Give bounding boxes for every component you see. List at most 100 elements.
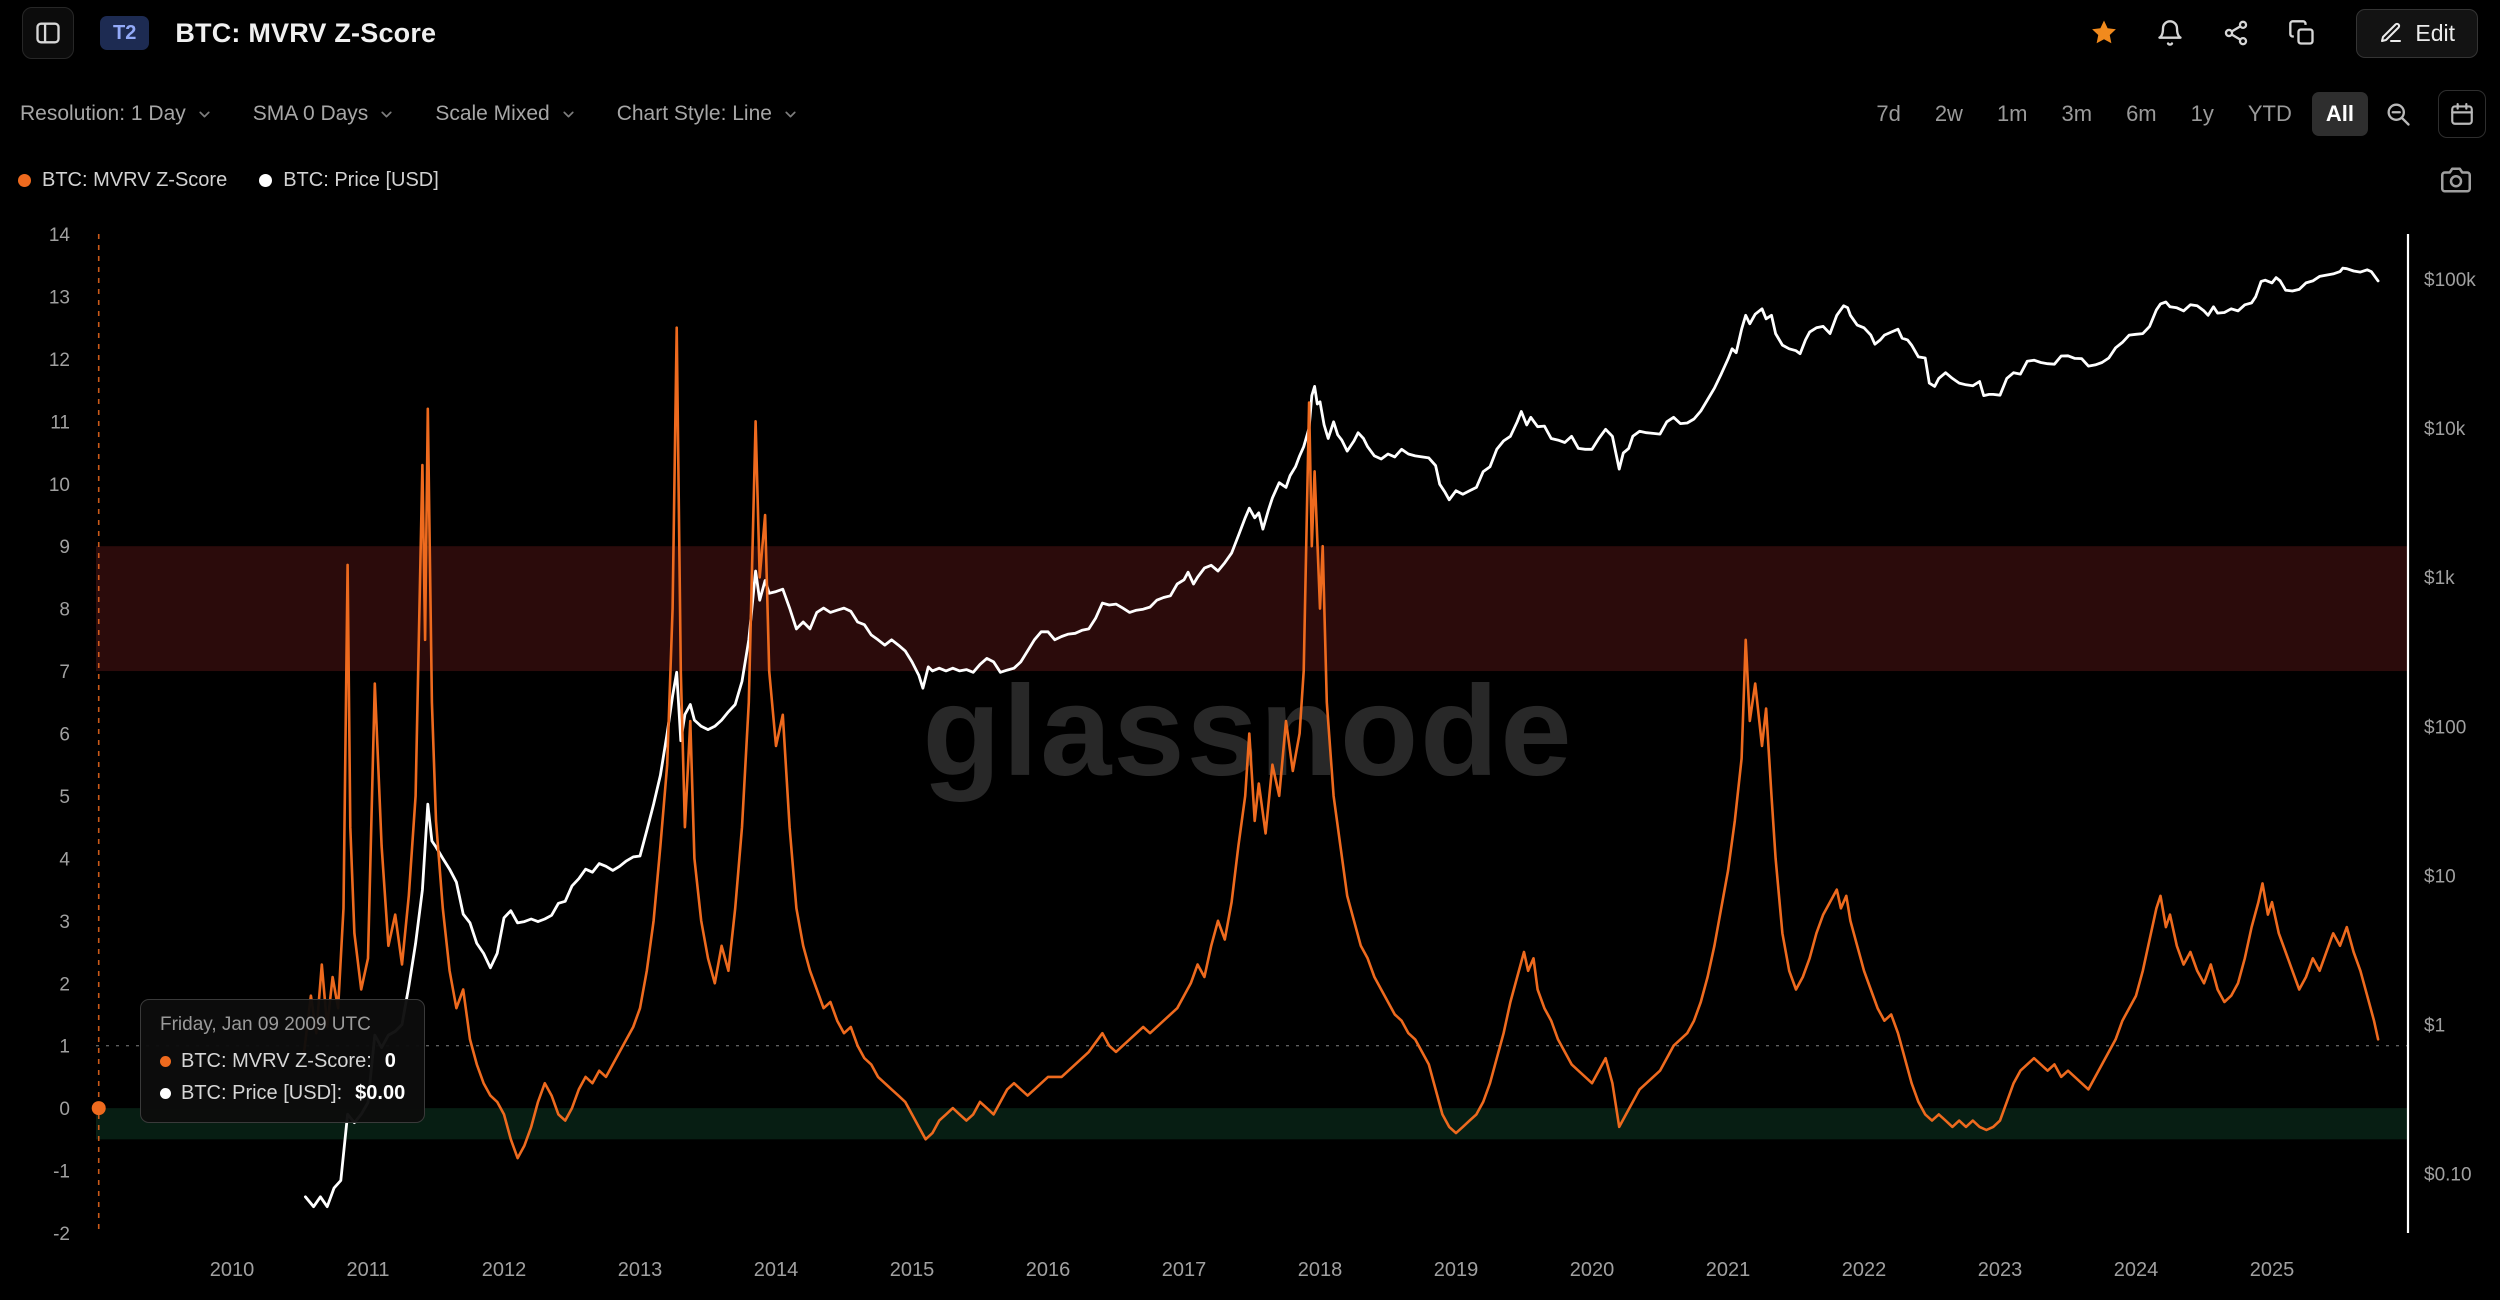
left-axis-tick-label: 3	[59, 912, 70, 933]
edit-button-label: Edit	[2415, 19, 2455, 46]
notifications-button[interactable]	[2144, 7, 2196, 59]
chart-tooltip: Friday, Jan 09 2009 UTC BTC: MVRV Z-Scor…	[140, 999, 426, 1123]
series-line-price-usd	[303, 266, 2380, 1209]
x-axis-tick-label: 2013	[618, 1259, 663, 1281]
left-axis-tick-label: 14	[49, 225, 71, 246]
range-button-7d[interactable]: 7d	[1862, 92, 1914, 136]
range-button-6m[interactable]: 6m	[2112, 92, 2171, 136]
legend-label: BTC: Price [USD]	[283, 168, 439, 191]
legend-dot	[259, 173, 273, 187]
left-axis-tick-label: 9	[59, 537, 70, 558]
left-axis-tick-label: 11	[50, 412, 70, 433]
left-axis-tick-label: 5	[59, 787, 70, 808]
left-axis-tick-label: -2	[53, 1224, 70, 1245]
reset-zoom-button[interactable]	[2374, 90, 2422, 138]
scale-dropdown-label: Scale Mixed	[435, 102, 550, 125]
right-axis-tick-label: $10k	[2424, 419, 2466, 440]
right-axis-tick-label: $10	[2424, 866, 2456, 887]
panel-left-icon	[36, 22, 60, 44]
legend-dot	[18, 173, 31, 187]
duplicate-button[interactable]	[2276, 7, 2328, 59]
crosshair-marker	[91, 1101, 106, 1116]
reset-zoom-icon	[2387, 103, 2410, 126]
edit-button[interactable]: Edit	[2356, 8, 2478, 58]
time-range-selector: 7d 2w 1m 3m 6m 1y YTD All	[1862, 92, 2368, 136]
chart-controls: Resolution: 1 Day SMA 0 Days Scale Mixed Ch…	[14, 92, 805, 136]
chevron-down-icon	[785, 111, 796, 117]
x-axis-tick-label: 2011	[346, 1259, 389, 1281]
tooltip-series-label: BTC: MVRV Z-Score:	[181, 1050, 372, 1072]
right-axis-tick-label: $0.10	[2424, 1165, 2472, 1186]
scale-dropdown[interactable]: Scale Mixed	[429, 92, 582, 136]
chart-style-dropdown-label: Chart Style: Line	[616, 102, 772, 125]
x-axis-tick-label: 2012	[482, 1259, 527, 1281]
x-axis-tick-label: 2017	[1162, 1259, 1207, 1281]
left-axis-tick-label: -1	[53, 1162, 70, 1183]
legend-item-price-usd[interactable]: BTC: Price [USD]	[259, 169, 439, 192]
sidebar-toggle-button[interactable]	[22, 7, 74, 59]
left-axis-tick-label: 8	[59, 600, 70, 621]
resolution-dropdown-label: Resolution: 1 Day	[20, 102, 186, 125]
pencil-icon	[2381, 22, 2402, 42]
range-button-2w[interactable]: 2w	[1921, 92, 1977, 136]
x-axis-tick-label: 2021	[1706, 1259, 1751, 1281]
chart-toolbar: Resolution: 1 Day SMA 0 Days Scale Mixed Ch…	[0, 86, 2500, 142]
share-icon	[2225, 20, 2248, 46]
x-axis-tick-label: 2025	[2250, 1259, 2295, 1281]
screenshot-button[interactable]	[2430, 154, 2482, 206]
left-axis-tick-label: 4	[59, 849, 70, 870]
range-button-all[interactable]: All	[2311, 92, 2368, 136]
bell-icon	[2158, 20, 2183, 46]
workbench-tab-badge[interactable]: T2	[100, 16, 150, 50]
tooltip-rows: BTC: MVRV Z-Score: 0 BTC: Price [USD]: $0.0…	[160, 1045, 405, 1109]
tooltip-row: BTC: MVRV Z-Score: 0	[160, 1045, 405, 1077]
sma-dropdown[interactable]: SMA 0 Days	[247, 92, 402, 136]
camera-icon	[2441, 167, 2471, 193]
x-axis-tick-label: 2010	[210, 1259, 255, 1281]
tooltip-date: Friday, Jan 09 2009 UTC	[160, 1014, 371, 1035]
sma-dropdown-label: SMA 0 Days	[252, 102, 369, 125]
x-axis-tick-label: 2016	[1026, 1259, 1071, 1281]
left-axis-tick-label: 0	[59, 1099, 70, 1120]
overvaluation-band	[96, 546, 2408, 672]
chevron-down-icon	[199, 111, 210, 117]
left-axis-tick-label: 12	[49, 350, 70, 371]
left-axis-tick-label: 7	[59, 662, 70, 683]
calendar-button[interactable]	[2438, 90, 2486, 138]
chevron-down-icon	[381, 111, 392, 117]
range-button-1m[interactable]: 1m	[1983, 92, 2042, 136]
right-axis-tick-label: $1	[2424, 1016, 2445, 1037]
tooltip-series-value: 0	[384, 1050, 396, 1072]
chart-legend: BTC: MVRV Z-Score BTC: Price [USD]	[18, 169, 439, 192]
left-axis-tick-label: 13	[49, 287, 70, 308]
legend-row: BTC: MVRV Z-Score BTC: Price [USD]	[0, 156, 2500, 204]
calendar-icon	[2451, 102, 2473, 125]
left-axis-tick-label: 1	[59, 1037, 70, 1058]
tooltip-series-label: BTC: Price [USD]:	[181, 1082, 343, 1104]
chevron-down-icon	[563, 111, 574, 117]
x-axis-tick-label: 2015	[890, 1259, 935, 1281]
undervaluation-band	[96, 1108, 2408, 1140]
right-axis-tick-label: $1k	[2424, 568, 2455, 589]
chart-style-dropdown[interactable]: Chart Style: Line	[611, 92, 805, 136]
legend-item-mvrv-z-score[interactable]: BTC: MVRV Z-Score	[18, 169, 227, 192]
range-button-3m[interactable]: 3m	[2048, 92, 2107, 136]
resolution-dropdown[interactable]: Resolution: 1 Day	[14, 92, 219, 136]
copy-icon	[2289, 20, 2315, 45]
share-button[interactable]	[2210, 7, 2262, 59]
x-axis-tick-label: 2022	[1842, 1259, 1887, 1281]
range-button-ytd[interactable]: YTD	[2234, 92, 2306, 136]
x-axis-tick-label: 2020	[1570, 1259, 1615, 1281]
x-axis-tick-label: 2019	[1434, 1259, 1479, 1281]
favorite-button[interactable]	[2078, 7, 2130, 59]
series-line-mvrv-z-score	[302, 326, 2380, 1160]
left-axis-tick-label: 2	[59, 974, 70, 995]
x-axis-tick-label: 2014	[754, 1259, 799, 1281]
star-icon	[2092, 20, 2117, 44]
glassnode-watermark: glassnode	[922, 660, 1573, 803]
range-button-1y[interactable]: 1y	[2177, 92, 2228, 136]
tooltip-series-value: $0.00	[355, 1082, 406, 1104]
tooltip-row: BTC: Price [USD]: $0.00	[160, 1077, 405, 1109]
